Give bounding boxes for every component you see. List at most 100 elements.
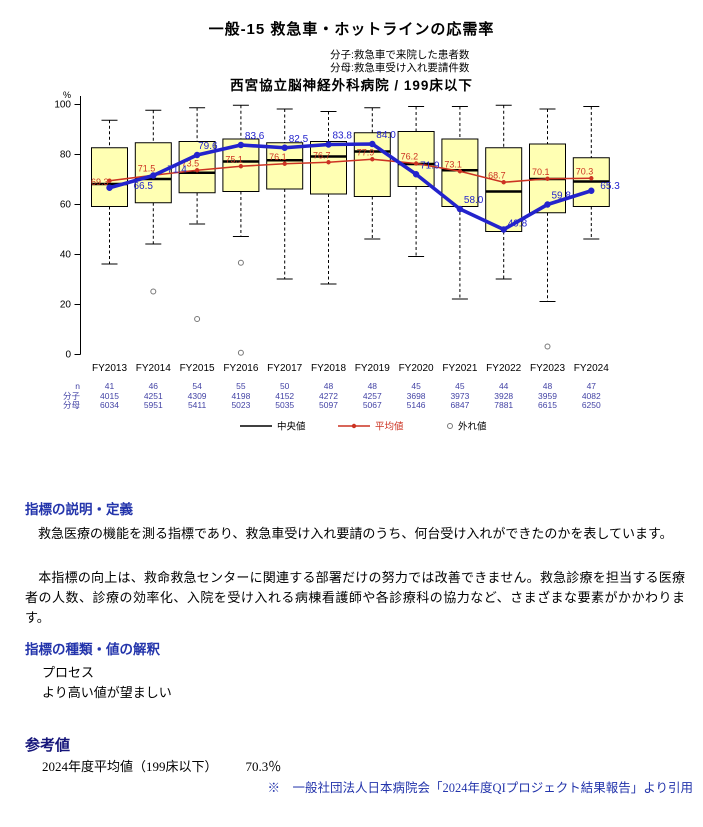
x-label: FY2020 bbox=[399, 363, 434, 374]
x-label: FY2023 bbox=[530, 363, 565, 374]
svg-text:100: 100 bbox=[54, 100, 71, 111]
table-cell: 6615 bbox=[538, 400, 557, 410]
table-cell: 4257 bbox=[363, 391, 382, 401]
legend-label-mean: 平均値 bbox=[375, 421, 404, 433]
definition-note: 分子:救急車で来院した患者数 分母:救急車受け入れ要請件数 bbox=[330, 49, 469, 75]
table-cell: 46 bbox=[149, 381, 159, 391]
table-cell: 44 bbox=[499, 381, 509, 391]
hospital-value-label: 83.8 bbox=[333, 131, 353, 142]
table-cell: 3959 bbox=[538, 391, 557, 401]
x-label: FY2013 bbox=[92, 363, 127, 374]
mean-label: 70.1 bbox=[532, 167, 550, 177]
chart-legend: 中央値 平均値 外れ値 bbox=[240, 421, 487, 433]
table-cell: 5951 bbox=[144, 400, 163, 410]
table-row-label: 分子 bbox=[63, 391, 81, 401]
table-cell: 50 bbox=[280, 381, 290, 391]
table-cell: 45 bbox=[455, 381, 465, 391]
svg-text:0: 0 bbox=[65, 350, 71, 361]
definition-paragraph-2: 本指標の向上は、救命救急センターに関連する部署だけの努力では改善できません。救急… bbox=[25, 570, 685, 625]
mean-label: 73.5 bbox=[182, 158, 200, 168]
x-label: FY2018 bbox=[311, 363, 346, 374]
x-label: FY2016 bbox=[223, 363, 258, 374]
section-interpretation-heading: 指標の種類・値の解釈 bbox=[25, 642, 160, 657]
boxplot-chart: 0 20 40 60 80 100% 69.3 71.5 73.5 75.1 76.1 76.7 77.… bbox=[54, 90, 620, 433]
outlier-point bbox=[194, 316, 201, 322]
outlier-point bbox=[237, 259, 244, 266]
table-cell: 4251 bbox=[144, 391, 163, 401]
hospital-value-label: 49.8 bbox=[508, 219, 528, 230]
section-definition-heading: 指標の説明・定義 bbox=[25, 502, 133, 517]
table-cell: 4198 bbox=[231, 391, 250, 401]
hospital-value-label: 66.5 bbox=[134, 181, 154, 192]
mean-label: 70.3 bbox=[576, 166, 594, 176]
hospital-value-label: 65.3 bbox=[600, 181, 620, 192]
table-cell: 5035 bbox=[275, 400, 294, 410]
x-label: FY2017 bbox=[267, 363, 302, 374]
table-cell: 6847 bbox=[450, 400, 469, 410]
mean-label: 73.1 bbox=[444, 159, 462, 169]
hospital-value-label: 71.4 bbox=[167, 165, 187, 176]
table-cell: 54 bbox=[192, 381, 202, 391]
table-row-label: n bbox=[75, 381, 80, 391]
svg-text:60: 60 bbox=[60, 200, 72, 211]
hospital-value-label: 71.9 bbox=[420, 160, 440, 171]
x-label: FY2019 bbox=[355, 363, 390, 374]
svg-text:80: 80 bbox=[60, 150, 72, 161]
x-label: FY2022 bbox=[486, 363, 521, 374]
mean-label: 77.9 bbox=[357, 147, 375, 157]
table-cell: 6034 bbox=[100, 400, 119, 410]
indicator-direction: より高い値が望ましい bbox=[42, 685, 172, 700]
outlier-point bbox=[544, 343, 551, 350]
box-FY2018 bbox=[310, 141, 347, 195]
outlier-point bbox=[150, 288, 157, 295]
hospital-value-label: 84.0 bbox=[376, 130, 396, 141]
definition-paragraph-1: 救急医療の機能を測る指標であり、救急車受け入れ要請のうち、何台受け入れができたの… bbox=[25, 526, 673, 541]
table-cell: 4152 bbox=[275, 391, 294, 401]
table-cell: 4309 bbox=[188, 391, 207, 401]
numerator-note: 分子:救急車で来院した患者数 bbox=[330, 49, 470, 61]
table-cell: 3973 bbox=[450, 391, 469, 401]
svg-text:40: 40 bbox=[60, 250, 72, 261]
section-reference-heading: 参考値 bbox=[25, 738, 71, 754]
x-axis-labels: FY2013 FY2014 FY2015 FY2016 FY2017 FY2018 FY20… bbox=[92, 363, 609, 374]
table-cell: 47 bbox=[587, 381, 597, 391]
outlier-point bbox=[237, 349, 244, 356]
table-cell: 6250 bbox=[582, 400, 601, 410]
y-axis: 0 20 40 60 80 100% bbox=[54, 90, 81, 361]
mean-label: 76.1 bbox=[269, 152, 287, 162]
reference-average-label: 2024年度平均値（199床以下） bbox=[42, 759, 218, 774]
indicator-type: プロセス bbox=[42, 665, 95, 680]
table-cell: 55 bbox=[236, 381, 246, 391]
mean-label: 76.2 bbox=[401, 152, 419, 162]
table-cell: 5023 bbox=[231, 400, 250, 410]
svg-text:%: % bbox=[63, 90, 71, 100]
table-cell: 41 bbox=[105, 381, 115, 391]
x-label: FY2021 bbox=[442, 363, 477, 374]
x-label: FY2015 bbox=[180, 363, 215, 374]
reference-average-line: 2024年度平均値（199床以下） 70.3％ bbox=[25, 756, 702, 775]
citation-note: ※ 一般社団法人日本病院会「2024年度QIプロジェクト結果報告」より引用 bbox=[267, 781, 693, 795]
box-FY2013 bbox=[91, 147, 128, 207]
reference-average-value: 70.3％ bbox=[245, 759, 282, 774]
hospital-value-label: 58.0 bbox=[464, 195, 484, 206]
table-cell: 5067 bbox=[363, 400, 382, 410]
mean-label: 68.7 bbox=[488, 170, 506, 180]
table-cell: 5097 bbox=[319, 400, 338, 410]
table-cell: 7881 bbox=[494, 400, 513, 410]
x-label: FY2024 bbox=[574, 363, 609, 374]
table-cell: 3928 bbox=[494, 391, 513, 401]
denominator-note: 分母:救急車受け入れ要請件数 bbox=[330, 62, 470, 74]
table-cell: 5146 bbox=[407, 400, 426, 410]
mean-label: 75.1 bbox=[225, 154, 243, 164]
box-FY2022 bbox=[485, 147, 523, 232]
hospital-value-label: 82.5 bbox=[289, 134, 309, 145]
table-cell: 48 bbox=[543, 381, 553, 391]
legend-label-median: 中央値 bbox=[277, 421, 306, 433]
chart-title: 西宮協立脳神経外科病院 / 199床以下 bbox=[230, 78, 473, 93]
legend-label-outlier: 外れ値 bbox=[458, 421, 487, 433]
hospital-value-label: 83.6 bbox=[245, 131, 265, 142]
hospital-value-label: 79.6 bbox=[198, 141, 218, 152]
table-cell: 4272 bbox=[319, 391, 338, 401]
